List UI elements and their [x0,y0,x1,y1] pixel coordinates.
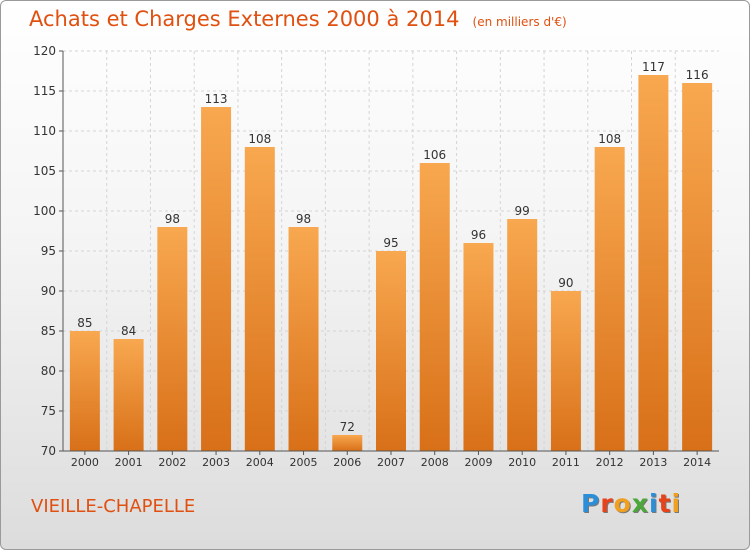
bar [332,435,363,451]
x-tick-label: 2004 [246,456,274,469]
data-label: 108 [248,132,271,146]
data-label: 84 [121,324,136,338]
bar [376,251,406,451]
data-label: 106 [423,148,446,162]
logo-letter: x [631,489,649,518]
data-label: 99 [515,204,530,218]
bar [288,227,319,451]
data-label: 96 [471,228,486,242]
bar [550,291,581,451]
bar [157,227,188,451]
bar [69,331,100,451]
logo-letter: o [613,489,632,518]
logo-letter: P [581,489,601,518]
data-label: 95 [383,236,398,250]
chart-title-block: Achats et Charges Externes 2000 à 2014 (… [29,7,567,31]
data-label: 117 [642,60,665,74]
data-label: 108 [598,132,621,146]
bars [69,75,713,451]
proxiti-logo: Proxiti [581,489,681,518]
data-label: 90 [558,276,573,290]
axes [59,50,719,455]
bar [682,83,713,451]
data-label: 98 [165,212,180,226]
y-tick-label: 75 [41,404,56,418]
y-tick-label: 105 [33,164,56,178]
chart-unit: (en milliers d'€) [472,15,567,29]
y-tick-label: 95 [41,244,56,258]
bar [638,75,669,451]
logo-letter: t [658,489,672,518]
logo-letter: i [671,489,682,518]
y-tick-label: 85 [41,324,56,338]
logo-letter: i [649,489,659,518]
bar [244,147,275,451]
x-tick-label: 2000 [71,456,99,469]
bar [113,339,144,451]
y-tick-label: 100 [33,204,56,218]
x-tick-label: 2011 [552,456,580,469]
y-tick-label: 70 [41,444,56,458]
x-tick-label: 2009 [464,456,492,469]
x-tick-label: 2014 [683,456,711,469]
y-tick-label: 115 [33,84,56,98]
data-label: 85 [77,316,92,330]
data-label: 113 [205,92,228,106]
bar [419,163,450,451]
x-tick-label: 2006 [333,456,361,469]
bar [507,219,538,451]
y-tick-label: 90 [41,284,56,298]
commune-name: VIEILLE-CHAPELLE [31,496,196,517]
bar [201,107,232,451]
x-tick-label: 2008 [421,456,449,469]
chart-title: Achats et Charges Externes 2000 à 2014 [29,7,460,31]
bar [463,243,494,451]
bar [594,147,625,451]
x-tick-label: 2002 [158,456,186,469]
x-tick-label: 2007 [377,456,405,469]
logo-letter: r [600,489,614,518]
y-tick-label: 80 [41,364,56,378]
x-tick-label: 2005 [290,456,318,469]
x-tick-label: 2001 [115,456,143,469]
x-tick-label: 2010 [508,456,536,469]
data-label: 98 [296,212,311,226]
data-label: 72 [340,420,355,434]
x-tick-label: 2012 [596,456,624,469]
y-tick-label: 120 [33,44,56,58]
x-tick-label: 2003 [202,456,230,469]
data-label: 116 [686,68,709,82]
y-tick-label: 110 [33,124,56,138]
labels: 70 75 80 85 90 95 100 105 110 115 120 85 2000 84 2001 9… [33,44,711,469]
x-tick-label: 2013 [639,456,667,469]
